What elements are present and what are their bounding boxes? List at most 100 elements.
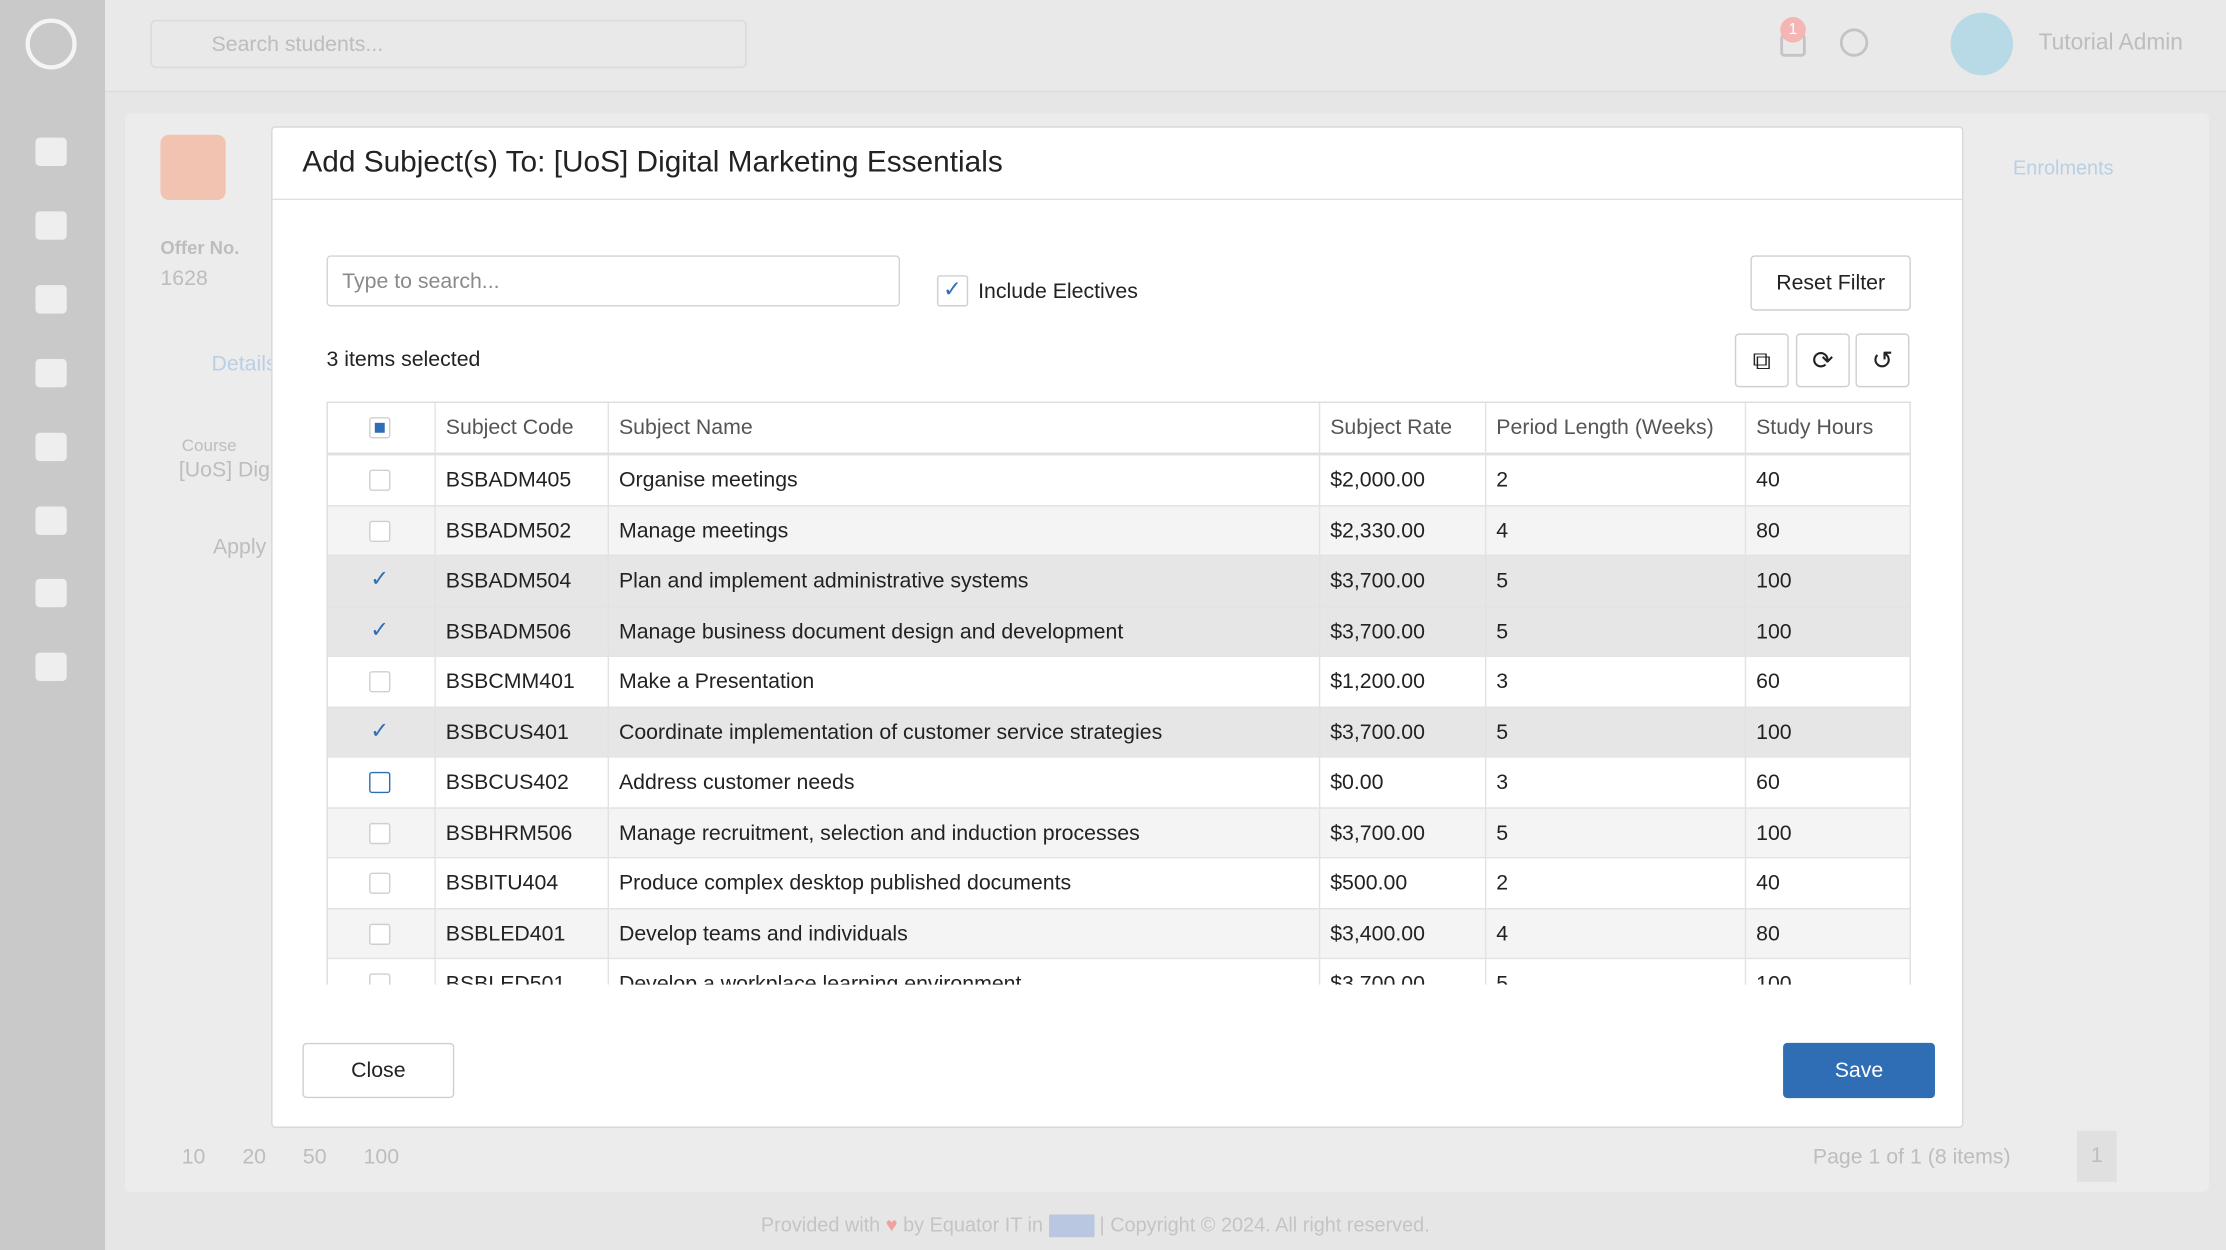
column-header[interactable]: Subject Code [434, 402, 607, 453]
page-size[interactable]: 100 [363, 1145, 400, 1170]
table-cell: Address customer needs [607, 757, 1319, 809]
field-value: [UoS] Dig [178, 458, 271, 483]
page-size[interactable]: 20 [242, 1145, 267, 1170]
electives-checkbox[interactable]: ✓ [936, 275, 969, 307]
table-cell: Manage recruitment, selection and induct… [607, 808, 1319, 859]
table-cell: 5 [1484, 606, 1745, 657]
page-size[interactable]: 10 [181, 1145, 206, 1170]
flag [1048, 1214, 1094, 1238]
table-cell: 3 [1484, 757, 1745, 809]
column-header[interactable]: Study Hours [1744, 402, 1910, 453]
subject-table: Subject Code Subject Name Subject Rate Peri… [326, 401, 1911, 985]
table-row[interactable]: BSBITU404 Produce complex desktop publish… [327, 856, 1910, 909]
table-row[interactable]: BSBCUS402 Address customer needs $0.00 3 60 [327, 756, 1910, 809]
footer-text: Provided with [760, 1213, 881, 1236]
column-header[interactable]: Subject Name [607, 402, 1319, 453]
column-header[interactable]: Period Length (Weeks) [1484, 402, 1745, 453]
table-cell: Manage business document design and deve… [607, 606, 1319, 657]
row-checkbox[interactable]: ✓ [370, 567, 390, 592]
row-checkbox[interactable] [369, 671, 391, 693]
heart: ♥ [885, 1213, 898, 1236]
column-header[interactable]: Subject Rate [1318, 402, 1485, 453]
page-sizes: 10 20 50 100 [182, 1145, 399, 1169]
enrolments-button[interactable]: Enrolments [2013, 156, 2114, 179]
electives-label[interactable]: Include Electives [978, 279, 1138, 304]
table-cell: 80 [1744, 505, 1910, 557]
select-all-checkbox[interactable] [369, 417, 391, 439]
row-checkbox[interactable] [369, 469, 391, 491]
table-row[interactable]: BSBLED501 Develop a workplace learning en… [327, 957, 1910, 985]
table-cell: 60 [1744, 757, 1910, 809]
table-row[interactable]: ✓ BSBCUS401 Coordinate implementation of c… [327, 705, 1910, 758]
table-cell: 2 [1484, 455, 1745, 506]
table-cell: $3,700.00 [1318, 556, 1485, 607]
topbar: Search students... 1 Tutorial Admin [105, 0, 2226, 93]
offer-label: Offer No. [160, 236, 240, 259]
row-checkbox[interactable]: ✓ [370, 718, 390, 743]
table-cell: 100 [1744, 959, 1910, 985]
nav-icon[interactable] [35, 211, 67, 240]
table-cell: $500.00 [1318, 858, 1485, 909]
row-checkbox[interactable] [369, 872, 391, 894]
row-checkbox[interactable] [369, 973, 391, 985]
table-cell: 2 [1484, 858, 1745, 909]
nav-icon[interactable] [35, 358, 67, 388]
nav-icon[interactable] [35, 432, 67, 462]
global-search[interactable]: Search students... [150, 19, 747, 69]
nav-icon[interactable] [35, 285, 67, 314]
nav-icon[interactable] [35, 506, 67, 535]
offer-icon [160, 134, 226, 201]
close-button[interactable]: Close [302, 1042, 455, 1099]
row-checkbox[interactable]: ✓ [370, 617, 390, 643]
help-icon[interactable] [1839, 28, 1869, 57]
table-row[interactable]: ✓ BSBADM506 Manage business document desig… [327, 605, 1910, 657]
page-button[interactable]: 1 [2076, 1130, 2117, 1182]
table-cell: Coordinate implementation of customer se… [607, 707, 1319, 758]
table-cell: 60 [1744, 656, 1910, 708]
reset-button[interactable]: ↺ [1855, 333, 1910, 388]
table-cell: $2,330.00 [1318, 505, 1485, 557]
avatar[interactable] [1950, 12, 2014, 76]
table-row[interactable]: BSBADM502 Manage meetings $2,330.00 4 80 [327, 504, 1910, 557]
user-name[interactable]: Tutorial Admin [2038, 31, 2183, 56]
table-cell: 80 [1744, 908, 1910, 960]
row-checkbox[interactable] [369, 922, 391, 945]
row-checkbox[interactable] [369, 822, 391, 844]
table-cell: BSBHRM506 [434, 808, 607, 859]
tab[interactable]: Details [211, 351, 277, 376]
table-cell: BSBLED401 [434, 908, 607, 960]
table-row[interactable]: ✓ BSBADM504 Plan and implement administrat… [327, 554, 1910, 607]
reset-filter-button[interactable]: Reset Filter [1750, 255, 1911, 311]
apply-button[interactable]: Apply [212, 534, 267, 560]
row-checkbox[interactable] [369, 771, 391, 794]
refresh-button[interactable]: ⟳ [1795, 333, 1850, 388]
page-info: Page 1 of 1 (8 items) [1812, 1145, 2011, 1170]
table-cell: 4 [1484, 908, 1745, 960]
search-input[interactable]: Type to search... [326, 255, 901, 307]
nav-icon[interactable] [35, 652, 67, 682]
table-row[interactable]: BSBCMM401 Make a Presentation $1,200.00 3 60 [327, 655, 1910, 708]
divider [272, 198, 1962, 201]
table-row[interactable]: BSBHRM506 Manage recruitment, selection a… [327, 806, 1910, 859]
table-row[interactable]: BSBADM405 Organise meetings $2,000.00 2 40 [327, 454, 1910, 506]
table-cell: BSBCUS401 [434, 707, 607, 758]
table-cell: $2,000.00 [1318, 455, 1485, 506]
nav-icon[interactable] [35, 137, 67, 167]
sidebar [0, 0, 106, 1250]
table-cell: BSBITU404 [434, 858, 607, 909]
export-button[interactable]: ⧉ [1734, 333, 1789, 388]
row-checkbox[interactable] [369, 520, 391, 542]
table-cell: Develop teams and individuals [607, 908, 1319, 960]
save-button[interactable]: Save [1783, 1042, 1935, 1099]
table-cell: $0.00 [1318, 757, 1485, 809]
logo[interactable] [25, 18, 77, 70]
table-cell: BSBCUS402 [434, 757, 607, 809]
table-cell: 5 [1484, 556, 1745, 607]
nav-icon[interactable] [35, 578, 67, 608]
table-row[interactable]: BSBLED401 Develop teams and individuals $3… [327, 907, 1910, 960]
page-size[interactable]: 50 [302, 1145, 327, 1170]
table-cell: 100 [1744, 808, 1910, 859]
table-cell: $1,200.00 [1318, 656, 1485, 708]
